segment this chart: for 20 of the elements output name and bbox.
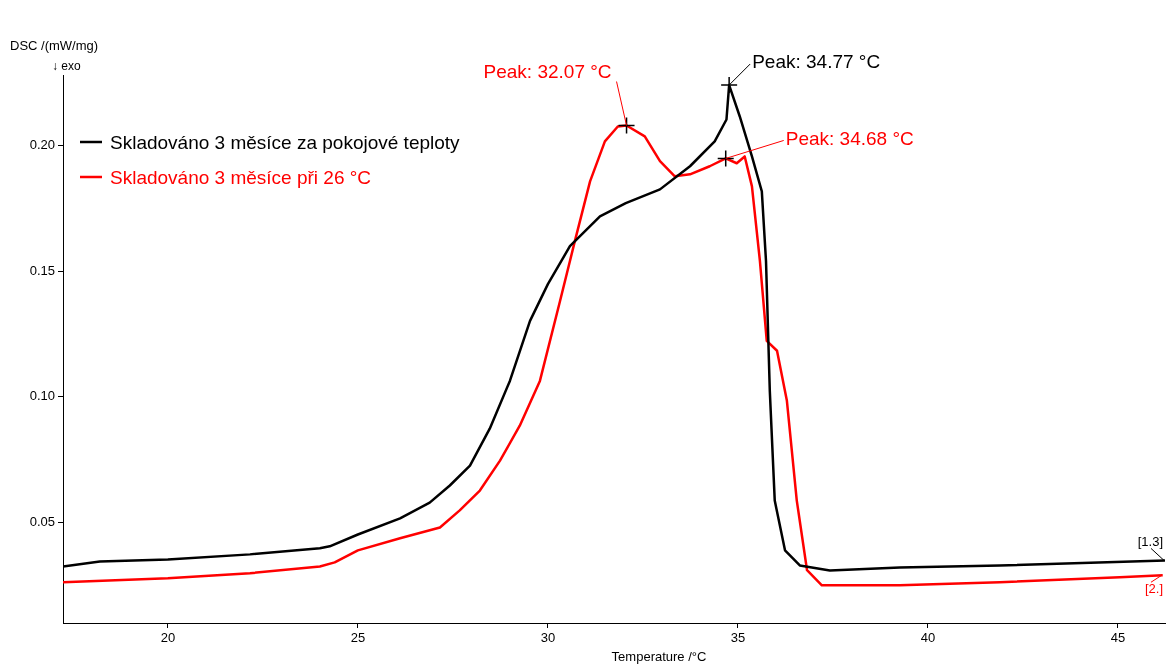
- y-tick-label: 0.15: [29, 262, 55, 278]
- annotation: [2.]: [1144, 581, 1163, 597]
- x-tick-label: 25: [350, 630, 366, 646]
- x-axis-title: Temperature /°C: [611, 649, 707, 664]
- legend-label: Skladováno 3 měsíce za pokojové teploty: [110, 132, 461, 153]
- annotation: [1.3]: [1137, 534, 1163, 550]
- x-tick-label: 20: [160, 630, 176, 646]
- annotation: Peak: 34.68 °C: [785, 128, 914, 150]
- x-tick-label: 35: [730, 630, 746, 646]
- y-tick-label: 0.20: [29, 136, 55, 152]
- x-tick-label: 45: [1110, 630, 1126, 646]
- x-tick-label: 30: [540, 630, 556, 646]
- legend-label: Skladováno 3 měsíce při 26 °C: [110, 167, 372, 188]
- text: ↓ exo: [52, 59, 82, 73]
- y-axis-title: DSC /(mW/mg): [10, 38, 99, 53]
- annotation: Peak: 32.07 °C: [483, 60, 612, 82]
- y-tick-label: 0.05: [29, 514, 55, 530]
- y-tick-label: 0.10: [29, 388, 55, 404]
- x-tick-label: 40: [920, 630, 936, 646]
- annotation: Peak: 34.77 °C: [752, 51, 881, 73]
